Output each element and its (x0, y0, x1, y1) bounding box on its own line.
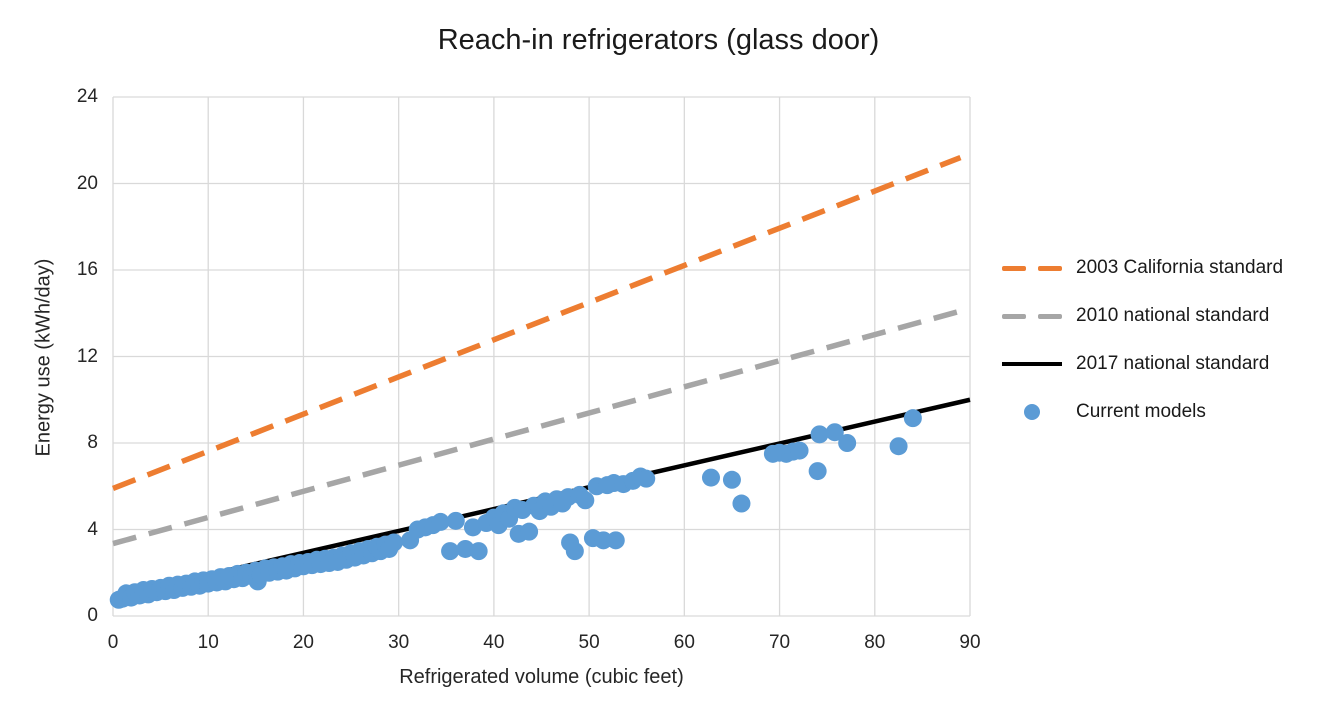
legend-sample-dashed-line-icon (1002, 260, 1062, 276)
x-tick-label: 0 (107, 632, 119, 653)
legend-sample-solid-line-icon (1002, 356, 1062, 372)
y-tick-label: 24 (76, 86, 98, 107)
x-tick-label: 70 (768, 632, 791, 653)
x-tick-label: 90 (959, 632, 981, 653)
legend-dash-glyph (1038, 313, 1062, 319)
scatter-point (446, 511, 465, 530)
scatter-point (456, 539, 475, 558)
scatter-point (576, 491, 595, 510)
scatter-point (838, 434, 857, 452)
x-tick-label: 50 (578, 632, 600, 653)
scatter-point (825, 423, 844, 442)
scatter-point (520, 522, 539, 541)
legend-dash-glyph (1002, 313, 1026, 319)
x-axis-title: Refrigerated volume (cubic feet) (399, 666, 684, 688)
legend-label: Current models (1076, 401, 1206, 422)
x-tick-label: 20 (292, 632, 315, 653)
scatter-point (441, 542, 460, 561)
scatter-point (732, 494, 751, 513)
scatter-point (808, 462, 827, 481)
legend-dash-glyph (1002, 265, 1026, 271)
chart-title: Reach-in refrigerators (glass door) (437, 24, 880, 56)
y-axis-title: Energy use (kWh/day) (32, 258, 55, 457)
y-tick-label: 8 (87, 432, 98, 453)
legend-line-glyph (1002, 362, 1062, 366)
legend-dash-glyph (1038, 265, 1062, 271)
scatter-point (810, 425, 829, 444)
legend-label: 2010 national standard (1076, 305, 1270, 326)
trend-line-2003-california-standard (111, 154, 962, 491)
scatter-point (722, 470, 741, 489)
legend-item-2010-national-standard: 2010 national standard (1002, 292, 1312, 340)
x-tick-label: 60 (673, 632, 695, 653)
legend-item-2017-national-standard: 2017 national standard (1002, 340, 1312, 388)
scatter-point (889, 437, 908, 456)
y-tick-label: 0 (87, 605, 98, 626)
x-tick-label: 10 (197, 632, 219, 653)
y-tick-label: 16 (76, 259, 98, 280)
scatter-point (384, 533, 403, 552)
scatter-point (469, 542, 488, 561)
scatter-point (431, 512, 450, 531)
legend-sample-scatter-dot-icon (1002, 404, 1062, 420)
scatter-point (790, 441, 809, 460)
x-tick-label: 80 (864, 632, 886, 653)
scatter-point (637, 469, 656, 488)
scatter-point (606, 531, 625, 550)
scatter-point (565, 542, 584, 561)
scatter-point (594, 531, 613, 550)
legend-item-current-models: Current models (1002, 388, 1312, 436)
legend: 2003 California standard 2010 national s… (1002, 244, 1312, 436)
legend-label: 2017 national standard (1076, 353, 1270, 374)
x-tick-label: 30 (388, 632, 410, 653)
legend-item-2003-california-standard: 2003 California standard (1002, 244, 1312, 292)
legend-label: 2003 California standard (1076, 257, 1284, 278)
y-tick-label: 20 (76, 172, 98, 194)
scatter-point (903, 409, 922, 428)
y-tick-label: 4 (87, 518, 98, 540)
scatter-point (701, 468, 720, 487)
legend-sample-dashed-line-icon (1002, 308, 1062, 324)
x-tick-label: 40 (483, 632, 505, 653)
legend-dot-glyph (1024, 404, 1040, 420)
y-tick-label: 12 (76, 345, 98, 367)
